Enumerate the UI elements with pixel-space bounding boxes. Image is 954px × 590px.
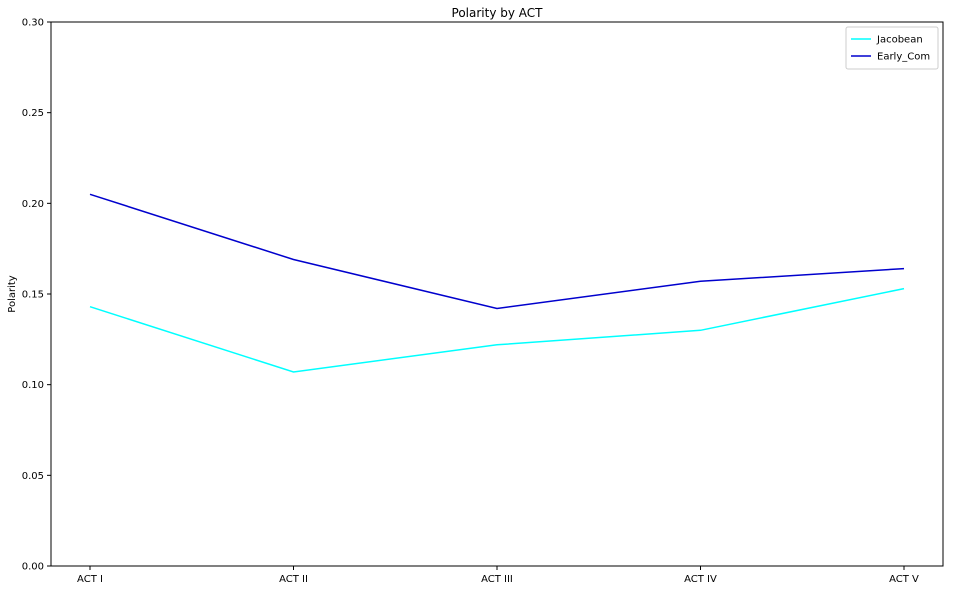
x-tick-label: ACT II [279,574,308,585]
chart-title: Polarity by ACT [452,6,544,20]
x-axis: ACT I ACT II ACT III ACT IV ACT V [77,566,919,585]
y-tick-label: 0.10 [22,380,44,391]
x-tick-label: ACT IV [684,574,717,585]
legend-box [845,26,939,70]
y-tick-label: 0.30 [22,18,44,29]
x-tick-label: ACT I [77,574,103,585]
y-axis-label: Polarity [7,275,18,313]
series-lines [89,193,905,373]
y-tick-label: 0.15 [22,290,44,301]
series-line-early-com [89,193,905,310]
y-tick-label: 0.05 [22,471,44,482]
plot-area [50,21,944,567]
y-tick-label: 0.20 [22,199,44,210]
x-tick-label: ACT III [481,574,513,585]
legend-label: Jacobean [876,35,923,46]
legend-label: Early_Com [877,52,930,63]
y-axis: 0.00 0.05 0.10 0.15 0.20 0.25 0.30 [22,18,51,573]
y-tick-label: 0.00 [22,562,44,573]
legend: Jacobean Early_Com [845,26,939,70]
y-tick-label: 0.25 [22,108,44,119]
series-line-jacobean [89,287,905,373]
x-tick-label: ACT V [889,574,919,585]
